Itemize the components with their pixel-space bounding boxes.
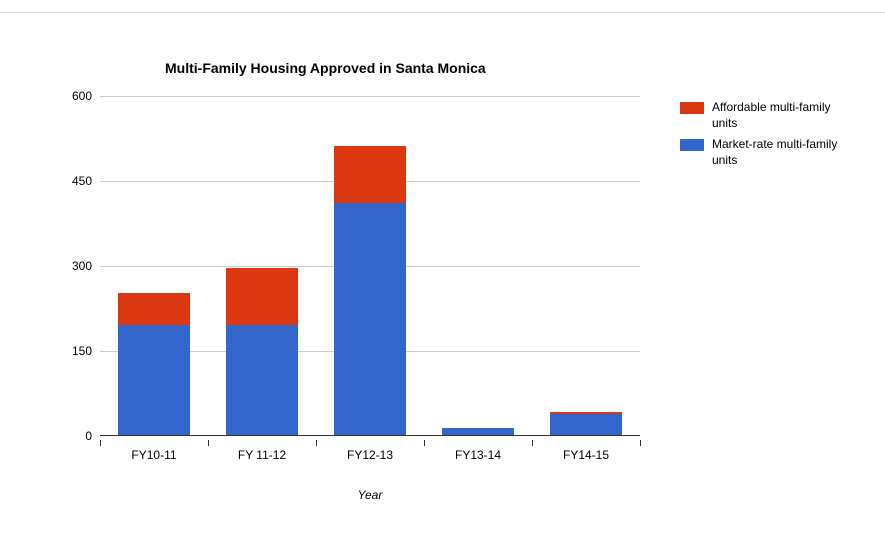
legend-item: Market-rate multi-family units: [680, 137, 840, 168]
top-border-line: [0, 12, 885, 13]
y-tick-label: 0: [85, 429, 92, 443]
x-tick-label: FY10-11: [118, 448, 190, 462]
chart-title: Multi-Family Housing Approved in Santa M…: [165, 60, 860, 76]
bar-segment: [334, 146, 406, 203]
bar-segment: [118, 325, 190, 436]
x-tick-mark: [208, 440, 209, 446]
bar: [118, 293, 190, 435]
legend-swatch: [680, 102, 704, 114]
bar-segment: [550, 414, 622, 435]
y-axis: 0150300450600: [30, 96, 100, 436]
x-tick-mark: [100, 440, 101, 446]
legend-item: Affordable multi-family units: [680, 100, 840, 131]
bar-segment: [442, 428, 514, 435]
bar: [442, 428, 514, 435]
x-tick-mark: [424, 440, 425, 446]
x-tick-mark: [316, 440, 317, 446]
x-tick-label: FY13-14: [442, 448, 514, 462]
plot-area: [100, 96, 640, 436]
grid-line: [100, 96, 640, 97]
bar: [334, 146, 406, 435]
bar-segment: [226, 325, 298, 436]
x-tick-label: FY 11-12: [226, 448, 298, 462]
x-tick-label: FY12-13: [334, 448, 406, 462]
chart-container: Multi-Family Housing Approved in Santa M…: [30, 60, 860, 502]
legend: Affordable multi-family units Market-rate…: [680, 100, 840, 174]
bar-segment: [226, 268, 298, 325]
x-tick-mark: [640, 440, 641, 446]
bar: [550, 412, 622, 435]
y-tick-label: 450: [72, 174, 92, 188]
x-tick-label: FY14-15: [550, 448, 622, 462]
y-tick-label: 150: [72, 344, 92, 358]
bar: [226, 268, 298, 435]
legend-label: Affordable multi-family units: [712, 100, 840, 131]
legend-swatch: [680, 139, 704, 151]
bar-segment: [118, 293, 190, 324]
y-tick-label: 600: [72, 89, 92, 103]
y-tick-label: 300: [72, 259, 92, 273]
x-axis-labels: FY10-11 FY 11-12 FY12-13 FY13-14 FY14-15: [100, 440, 640, 464]
bar-segment: [334, 203, 406, 435]
x-axis-title: Year: [100, 488, 640, 502]
plot-and-legend: 0150300450600 Affordable multi-family un…: [30, 96, 860, 436]
legend-label: Market-rate multi-family units: [712, 137, 840, 168]
x-tick-mark: [532, 440, 533, 446]
